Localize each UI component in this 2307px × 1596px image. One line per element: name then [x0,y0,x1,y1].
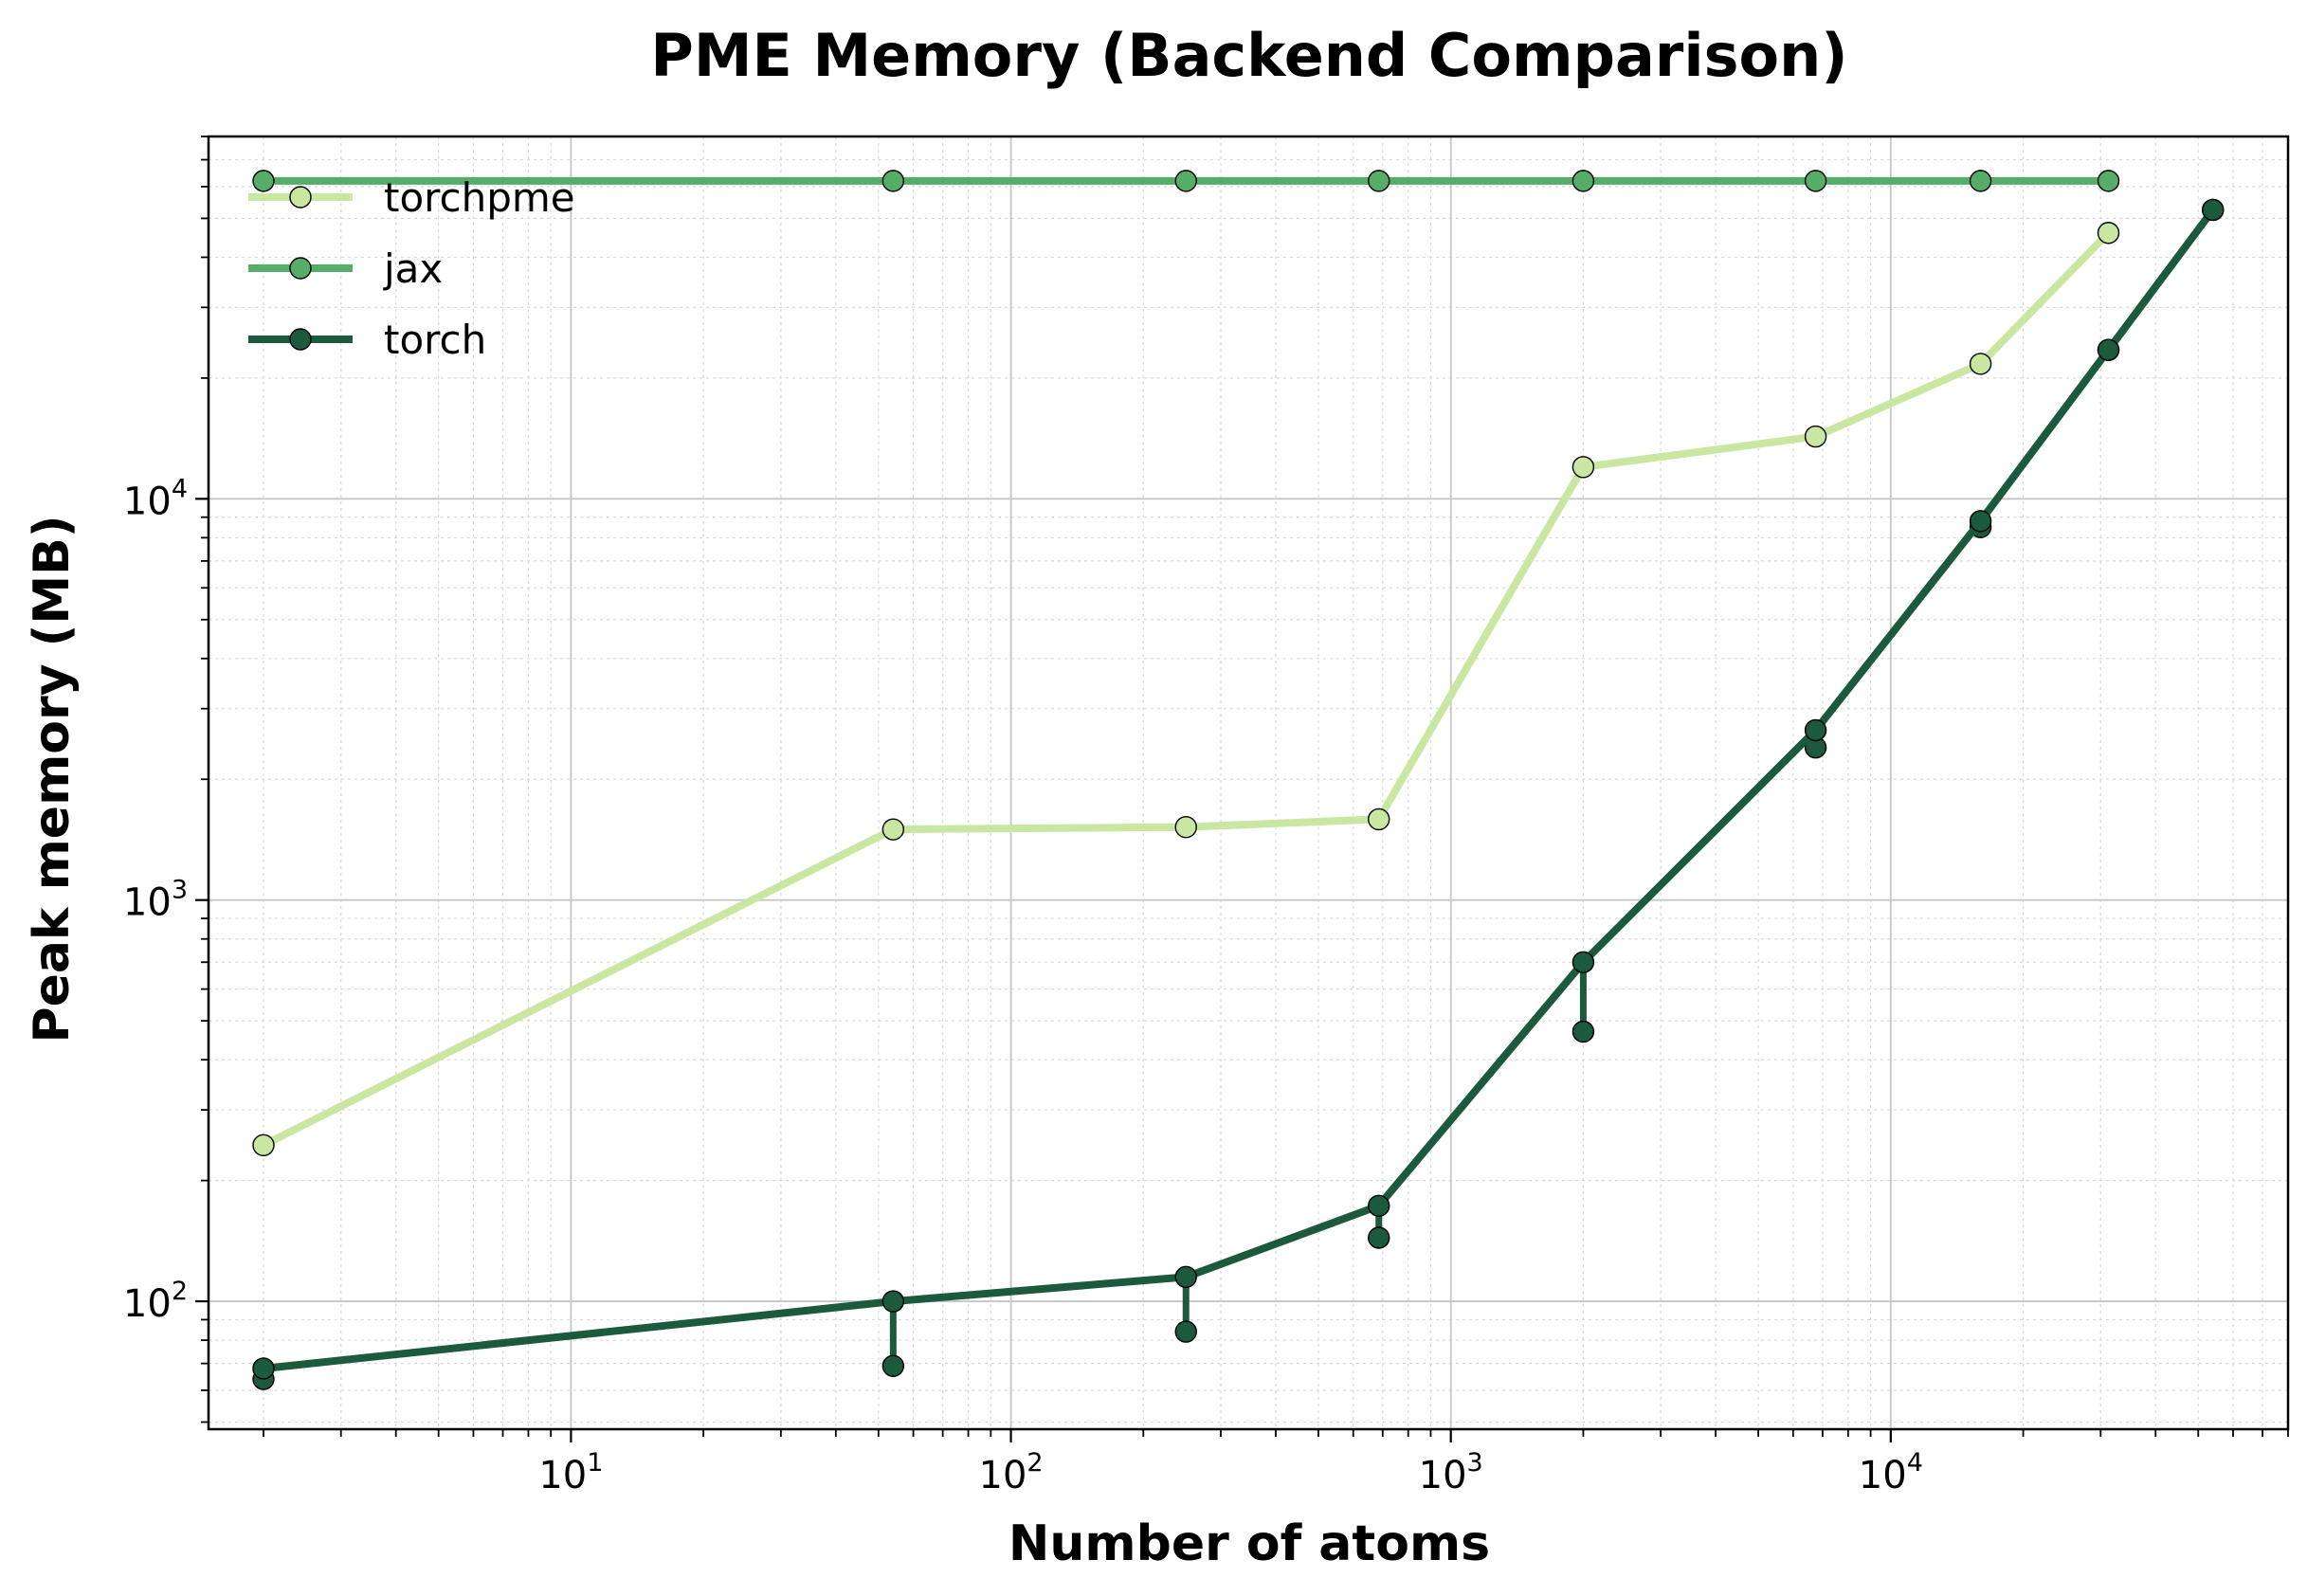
legend-item-torchpme: torchpme [248,174,575,221]
tick-labels: 101 102 103 104 102 103 104 [123,474,1923,1497]
data-point [1368,1194,1390,1217]
x-tick-label: 102 [979,1448,1044,1497]
legend: torchpme jax torch [248,174,575,363]
data-point [1571,951,1595,973]
legend-label: torch [384,317,486,363]
legend-marker [289,257,312,280]
y-axis-label: Peak memory (MB) [24,515,81,1043]
min-point [1174,1320,1197,1343]
data-point [2097,338,2120,361]
data-point [1174,816,1197,839]
x-tick-label: 104 [1859,1448,1923,1497]
data-point [1368,807,1390,831]
legend-label: torchpme [384,174,575,221]
legend-item-jax: jax [248,245,443,292]
x-tick-label: 103 [1419,1448,1483,1497]
legend-label: jax [383,245,443,292]
data-point [1804,170,1827,192]
data-point [1571,456,1595,479]
series-torchpme [252,222,2120,1156]
series-layer [252,170,2225,1390]
legend-marker [289,186,312,209]
data-point [1804,718,1827,742]
data-point [252,1134,275,1156]
data-point [1368,170,1390,192]
legend-marker [289,328,312,351]
data-point [1804,425,1827,448]
min-point [1571,1020,1595,1043]
y-tick-label: 104 [123,474,188,523]
data-point [1174,1265,1197,1289]
data-point [252,170,275,192]
data-point [2097,222,2120,245]
data-point [1571,170,1595,192]
chart-title: PME Memory (Backend Comparison) [650,21,1847,90]
legend-item-torch: torch [248,317,486,363]
data-point [1969,510,1992,533]
data-point [1969,170,1992,192]
data-point [252,1357,275,1380]
min-point [1368,1226,1390,1249]
x-axis-label: Number of atoms [1008,1515,1490,1572]
min-point [881,1354,905,1377]
minor-grid [209,136,2289,1429]
x-tick-label: 101 [538,1448,603,1497]
series-jax [252,170,2120,192]
major-grid [209,136,2288,1429]
series-torch [252,198,2225,1390]
data-point [1174,170,1197,192]
axis-ticks [195,136,2289,1442]
plot-frame [207,135,2290,1431]
data-point [881,170,905,192]
y-tick-label: 103 [123,876,188,925]
data-point [2097,170,2120,192]
data-point [881,1290,905,1313]
data-point [1969,353,1992,375]
data-point [881,818,905,841]
series-line [260,228,2113,1150]
data-point [2202,198,2225,222]
y-tick-label: 102 [123,1277,188,1326]
